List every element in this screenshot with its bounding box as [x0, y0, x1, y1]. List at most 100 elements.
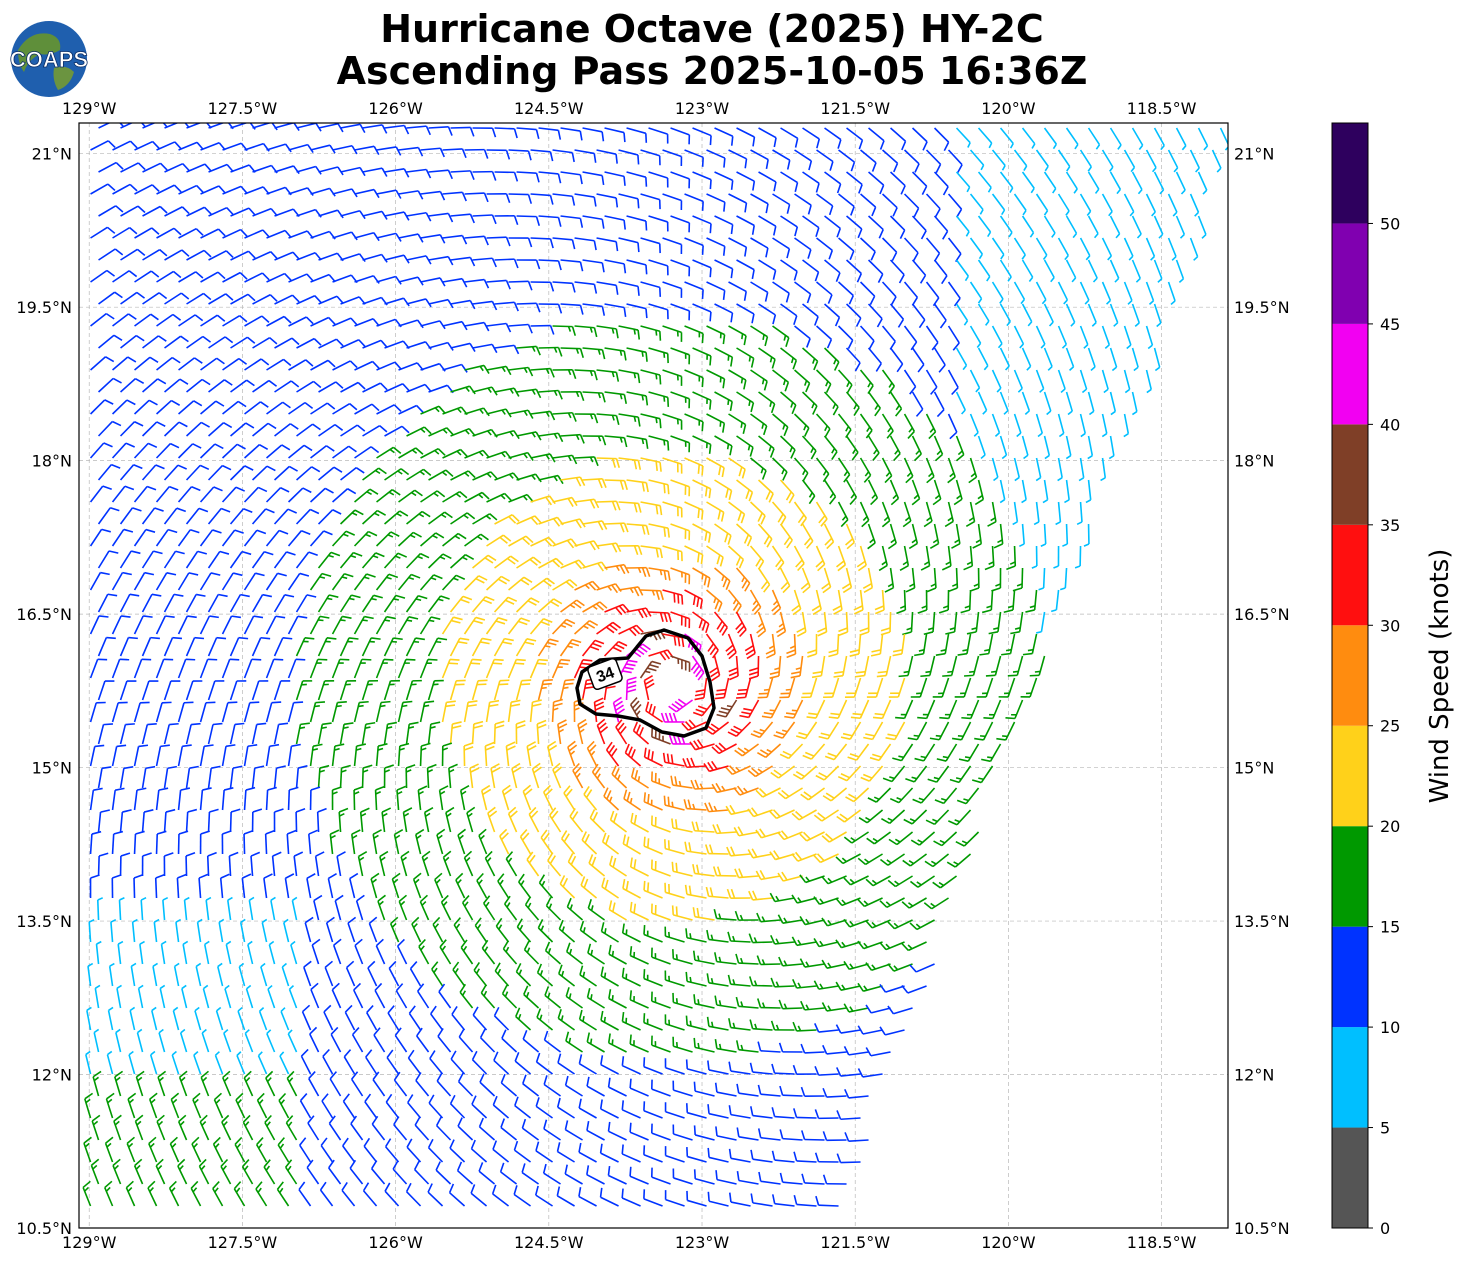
wind-barb	[779, 567, 791, 594]
wind-barb	[266, 186, 292, 196]
wind-barb	[1029, 655, 1046, 677]
lat-tick-label-right: 21°N	[1234, 145, 1274, 164]
wind-barb	[556, 1186, 575, 1207]
wind-barb	[288, 230, 314, 239]
wind-barb	[650, 991, 671, 1009]
wind-barb	[1035, 237, 1048, 260]
wind-barb	[574, 237, 597, 251]
wind-barb	[508, 451, 534, 461]
wind-barb	[968, 457, 978, 484]
wind-barb	[1040, 523, 1047, 547]
wind-barb	[490, 763, 501, 789]
wind-barb	[343, 1049, 356, 1075]
wind-barb	[459, 983, 474, 1009]
wind-barb	[445, 806, 455, 833]
colorbar-segment	[1332, 323, 1368, 425]
wind-barb	[199, 744, 214, 767]
wind-barb	[969, 567, 980, 592]
wind-barb	[802, 743, 826, 760]
wind-barb	[397, 700, 413, 723]
wind-barb	[85, 1050, 92, 1075]
wind-barb	[508, 149, 532, 161]
wind-barb	[802, 303, 819, 326]
wind-barb	[757, 743, 782, 759]
wind-barb	[277, 1137, 290, 1163]
wind-barb	[450, 126, 475, 137]
wind-barb	[935, 633, 950, 656]
wind-barb	[464, 407, 490, 417]
wind-barb	[706, 589, 723, 613]
wind-barb	[779, 523, 793, 549]
wind-barb	[925, 413, 937, 440]
wind-barb	[221, 744, 236, 767]
wind-barb	[313, 894, 323, 921]
wind-barb	[801, 523, 814, 549]
wind-barb	[376, 489, 401, 503]
wind-barb	[384, 340, 410, 349]
wind-barb	[664, 839, 685, 855]
wind-barb	[689, 739, 715, 751]
wind-barb	[991, 457, 999, 482]
wind-barb	[750, 1193, 773, 1207]
wind-barb	[685, 1103, 707, 1119]
wind-barb	[112, 226, 138, 239]
wind-barb	[1109, 347, 1118, 372]
wind-barb	[441, 700, 456, 723]
wind-barb	[578, 1009, 597, 1031]
wind-barb	[902, 853, 928, 867]
wind-barb	[1010, 611, 1024, 635]
wind-barb	[728, 1148, 751, 1163]
wind-barb	[265, 786, 277, 811]
colorbar-tick-label: 0	[1380, 1219, 1390, 1238]
wind-barb	[650, 859, 671, 877]
wind-barb	[925, 369, 938, 395]
wind-barb	[857, 853, 883, 866]
wind-barb	[801, 1173, 825, 1185]
wind-barb	[486, 575, 510, 591]
wind-barb	[344, 1004, 356, 1031]
wind-barb	[901, 897, 927, 909]
wind-barb	[933, 127, 950, 152]
wind-barb	[406, 468, 432, 481]
wind-barb	[128, 1050, 136, 1075]
wind-barb	[823, 523, 835, 550]
wind-barb	[1062, 523, 1069, 547]
wind-barb	[780, 127, 799, 148]
wind-barb	[757, 479, 774, 503]
wind-barb	[494, 344, 520, 355]
wind-barb	[650, 947, 671, 965]
wind-barb	[155, 830, 167, 855]
wind-barb	[779, 479, 795, 504]
wind-barb	[1013, 237, 1026, 260]
wind-barb	[97, 766, 112, 789]
wind-barb	[332, 488, 357, 503]
wind-barb	[97, 593, 118, 613]
wind-barb	[806, 699, 826, 719]
wind-barb	[671, 861, 693, 877]
wind-barb	[545, 896, 562, 921]
wind-barb	[332, 445, 357, 459]
wind-barb	[822, 1087, 847, 1098]
wind-barb	[813, 896, 839, 905]
wind-barb	[104, 1180, 114, 1207]
wind-barb	[955, 127, 971, 148]
wind-barb	[866, 677, 884, 698]
wind-barb	[472, 513, 498, 525]
wind-barb	[911, 303, 926, 329]
wind-barb	[845, 391, 860, 416]
wind-barb	[800, 1043, 825, 1054]
wind-barb	[505, 851, 518, 877]
wind-barb	[494, 514, 520, 525]
wind-barb	[508, 493, 534, 503]
wind-barb	[991, 281, 1004, 304]
wind-barb	[801, 479, 816, 505]
wind-barb	[650, 1079, 671, 1097]
wind-barb	[728, 1192, 751, 1207]
wind-barb	[845, 479, 858, 505]
wind-barb	[375, 531, 400, 547]
wind-barb	[1021, 303, 1033, 327]
wind-barb	[750, 413, 768, 436]
colorbar-segment	[1332, 424, 1368, 525]
wind-barb	[384, 1138, 400, 1163]
wind-barb	[586, 1165, 605, 1185]
